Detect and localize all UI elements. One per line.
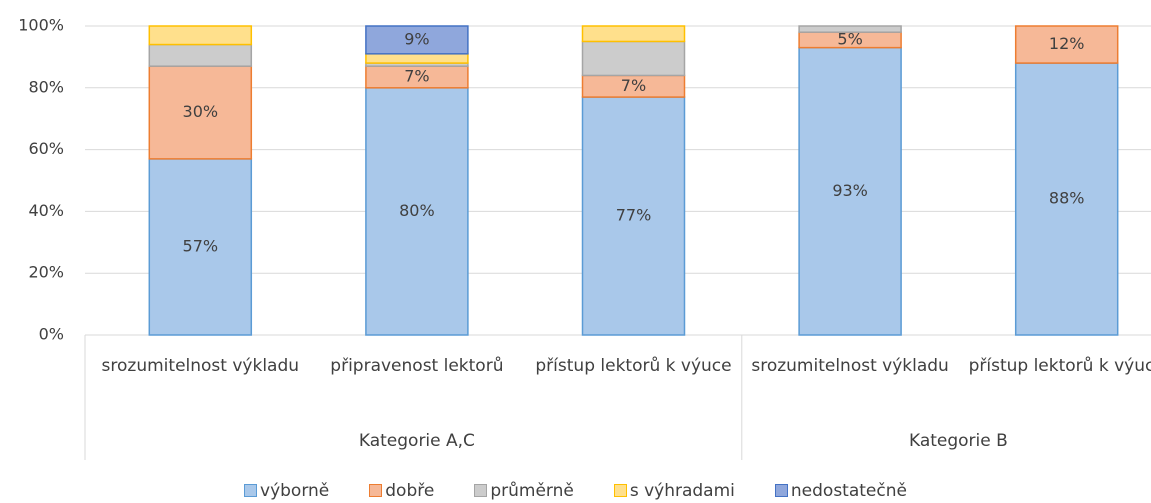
data-label: 7% bbox=[621, 76, 646, 95]
legend-label: s výhradami bbox=[629, 481, 735, 501]
bar-segment bbox=[148, 158, 253, 336]
y-tick-label: 100% bbox=[18, 16, 64, 35]
bar-segment bbox=[148, 65, 253, 160]
bar-segment bbox=[581, 40, 686, 77]
bar-segment bbox=[365, 53, 469, 64]
legend-swatch bbox=[474, 484, 488, 497]
data-label: 12% bbox=[1049, 34, 1085, 53]
y-tick-label: 80% bbox=[28, 77, 64, 96]
bar-segment bbox=[581, 96, 686, 336]
data-label: 80% bbox=[399, 201, 435, 220]
bar-segment bbox=[1014, 62, 1119, 336]
y-tick-label: 60% bbox=[28, 139, 64, 158]
legend: výborně dobře průměrně s výhradami nedostate… bbox=[0, 481, 1151, 501]
data-label: 9% bbox=[404, 29, 429, 48]
x-tick-label: srozumitelnost výkladu bbox=[751, 356, 949, 376]
y-tick-label: 0% bbox=[39, 325, 64, 344]
legend-item: dobře bbox=[369, 481, 434, 501]
data-label: 7% bbox=[404, 66, 429, 85]
legend-item: s výhradami bbox=[613, 481, 735, 501]
bar-segment bbox=[148, 43, 253, 67]
bar-segment bbox=[365, 25, 469, 55]
data-label: 5% bbox=[837, 29, 862, 48]
bar-segment bbox=[1014, 25, 1119, 64]
legend-swatch bbox=[613, 484, 627, 497]
data-label: 57% bbox=[183, 236, 219, 255]
data-label: 88% bbox=[1049, 189, 1085, 208]
x-tick-label: srozumitelnost výkladu bbox=[101, 356, 300, 376]
data-label: 77% bbox=[616, 206, 652, 225]
bar-segment bbox=[798, 25, 902, 33]
x-tick-label: přístup lektorů k výuce bbox=[535, 356, 732, 376]
legend-label: dobře bbox=[385, 481, 435, 501]
group-label: Kategorie B bbox=[908, 431, 1008, 451]
bar-segment bbox=[581, 25, 686, 43]
data-label: 30% bbox=[183, 102, 219, 121]
x-tick-label: přístup lektorů k výuce bbox=[968, 356, 1151, 376]
legend-label: průměrně bbox=[490, 481, 574, 501]
legend-label: výborně bbox=[260, 481, 330, 501]
bar-segment bbox=[148, 25, 253, 46]
legend-item: průměrně bbox=[474, 481, 574, 501]
legend-label: nedostatečně bbox=[790, 481, 907, 501]
data-label: 93% bbox=[832, 181, 868, 200]
legend-swatch bbox=[369, 484, 383, 497]
legend-swatch bbox=[244, 484, 258, 497]
legend-item: nedostatečně bbox=[774, 481, 907, 501]
group-label: Kategorie A,C bbox=[358, 431, 475, 451]
legend-item: výborně bbox=[244, 481, 329, 501]
y-tick-label: 40% bbox=[28, 201, 64, 220]
x-tick-label: připravenost lektorů bbox=[330, 356, 504, 376]
y-tick-label: 20% bbox=[28, 263, 64, 282]
legend-swatch bbox=[774, 484, 788, 497]
